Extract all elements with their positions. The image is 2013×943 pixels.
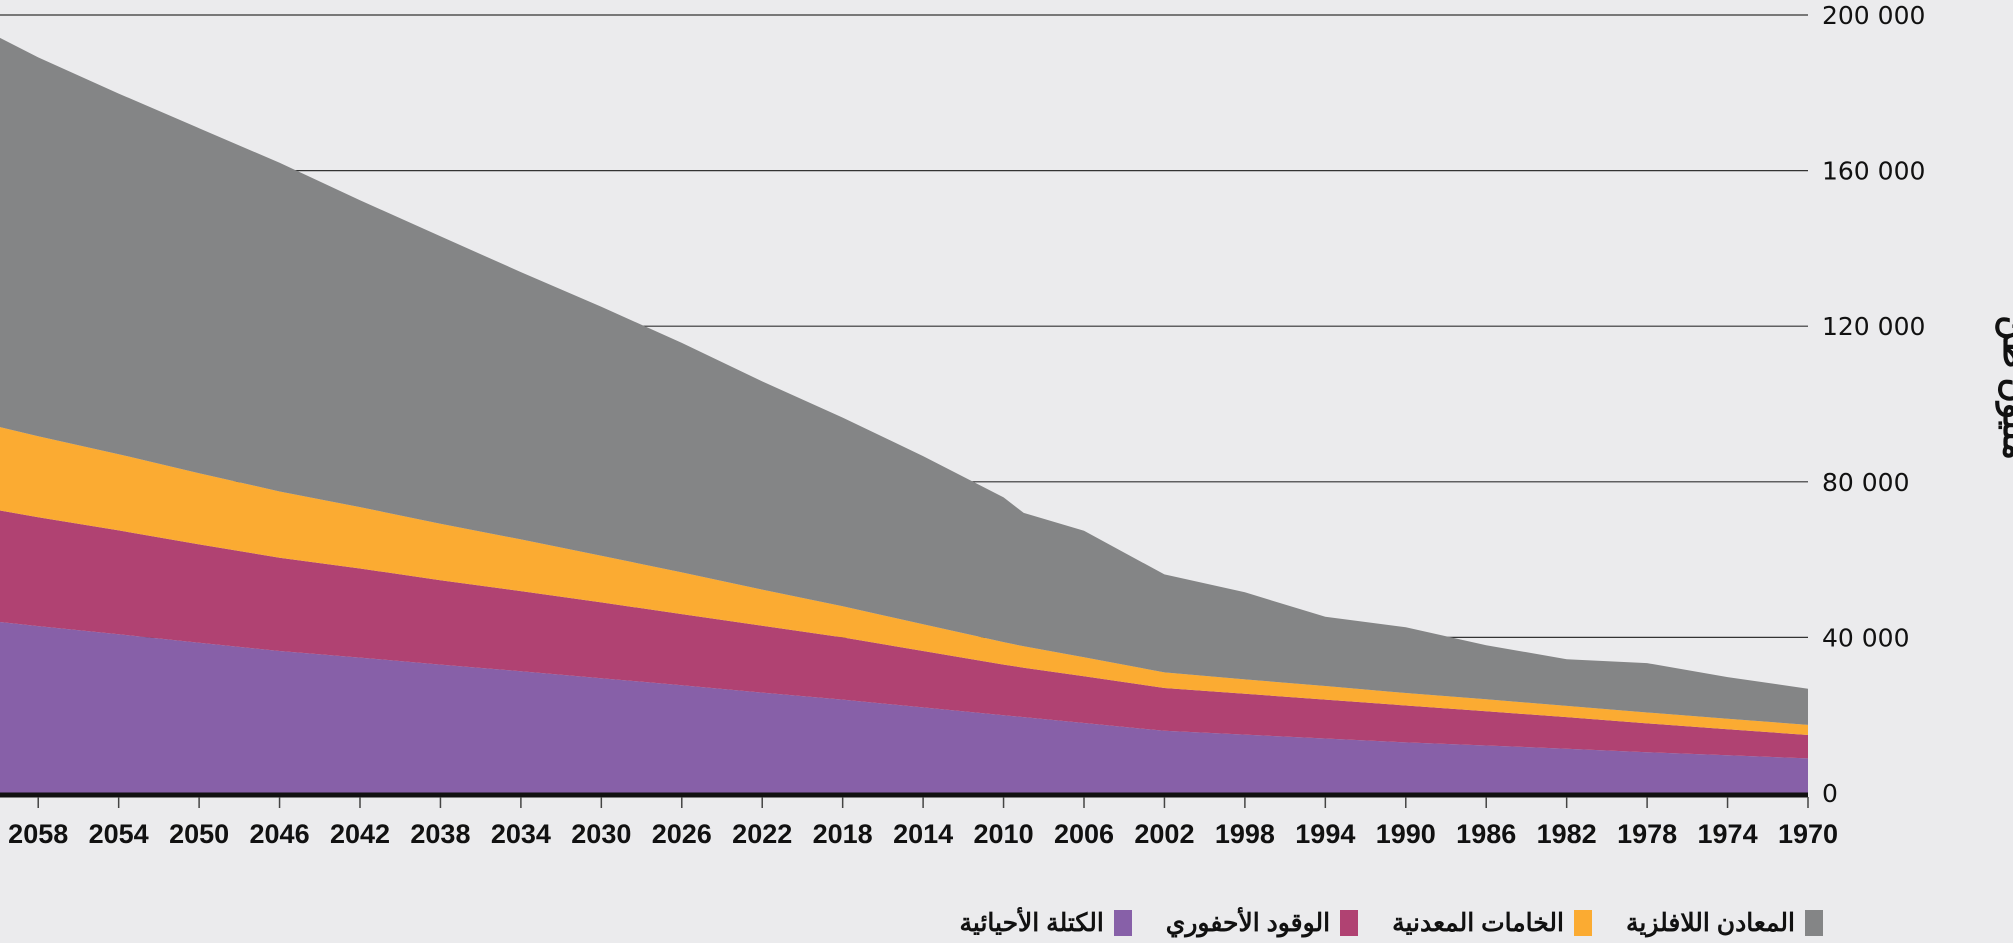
legend-label: المعادن اللافلزية (1626, 909, 1795, 937)
x-tick-label: 2054 (89, 819, 149, 849)
legend-label: الخامات المعدنية (1392, 909, 1564, 937)
x-tick-label: 1998 (1215, 819, 1275, 849)
area-الوقود الأحفوري (0, 510, 1808, 759)
x-tick-label: 2006 (1054, 819, 1114, 849)
area-series (0, 37, 1808, 793)
legend-item-metal-ores: الخامات المعدنية (1392, 908, 1592, 938)
legend: الكتلة الأحيائية الوقود الأحفوري الخامات… (960, 908, 1823, 938)
y-tick-label: 120 000 (1822, 312, 1925, 341)
x-tick-label: 2026 (652, 819, 712, 849)
legend-item-biomass: الكتلة الأحيائية (960, 908, 1132, 938)
x-tick-label: 2050 (169, 819, 229, 849)
legend-swatch (1805, 910, 1823, 936)
x-tick-label: 2038 (410, 819, 470, 849)
x-tick-label: 2018 (813, 819, 873, 849)
x-tick-label: 2010 (974, 819, 1034, 849)
area-المعادن اللافلزية (0, 37, 1808, 725)
y-tick-label: 80 000 (1822, 468, 1909, 497)
x-tick-label: 2022 (732, 819, 792, 849)
legend-swatch (1113, 910, 1132, 936)
y-tick-label: 40 000 (1822, 623, 1909, 652)
y-tick-label: 200 000 (1822, 1, 1925, 30)
y-tick-label: 160 000 (1822, 157, 1925, 186)
x-tick-label: 2002 (1134, 819, 1194, 849)
x-tick-label: 1978 (1617, 819, 1677, 849)
x-tick-label: 2014 (893, 819, 953, 849)
x-tick-label: 1982 (1537, 819, 1597, 849)
y-tick-label: 0 (1822, 779, 1838, 808)
y-axis-title: مليون طن (1996, 315, 2013, 460)
x-tick-label: 1986 (1456, 819, 1516, 849)
legend-label: الوقود الأحفوري (1165, 909, 1331, 937)
legend-label: الكتلة الأحيائية (959, 909, 1104, 937)
legend-item-non-metallic-minerals: المعادن اللافلزية (1626, 908, 1823, 938)
y-axis-ticks: 0 40 000 80 000 120 000 160 000 200 000 (1822, 1, 1925, 808)
x-tick-label: 1990 (1376, 819, 1436, 849)
x-tick-label: 1994 (1295, 819, 1355, 849)
x-axis-ticks: 2058 2054 2050 2046 2042 2038 2034 2030 2026 2022… (8, 797, 1838, 849)
x-tick-label: 1974 (1698, 819, 1758, 849)
area-الكتلة الأحيائية (0, 622, 1808, 793)
x-tick-label: 2046 (250, 819, 310, 849)
x-tick-label: 2030 (571, 819, 631, 849)
x-tick-label: 2042 (330, 819, 390, 849)
legend-swatch (1340, 910, 1359, 936)
x-tick-label: 1970 (1778, 819, 1838, 849)
legend-swatch (1574, 910, 1592, 936)
x-tick-label: 2034 (491, 819, 551, 849)
legend-item-fossil-fuels: الوقود الأحفوري (1165, 908, 1359, 938)
x-tick-label: 2058 (8, 819, 68, 849)
